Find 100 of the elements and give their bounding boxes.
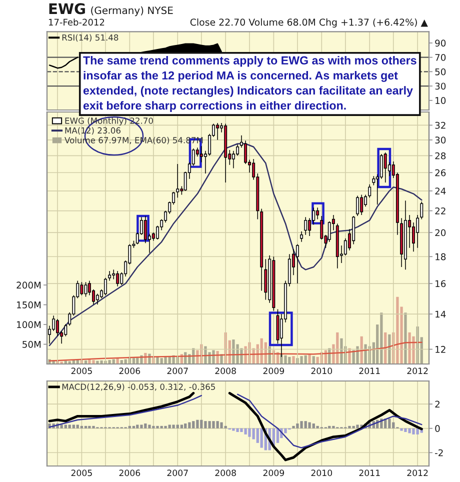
candlestick	[80, 282, 84, 296]
line-series	[48, 342, 422, 362]
bar	[132, 426, 136, 428]
bar	[60, 424, 63, 428]
bar	[92, 426, 95, 428]
candlestick	[176, 164, 180, 198]
bar	[88, 426, 91, 428]
text: Close 22.70 Volume 68.0M Chg +1.37 (+6.42%) ▲	[190, 18, 428, 28]
x-tick-label: 2007	[167, 368, 188, 374]
y-tick-label: 16	[436, 280, 446, 288]
y-tick-label: 14	[436, 310, 446, 318]
bar	[292, 426, 295, 428]
x-tick-label: 2008	[215, 368, 236, 374]
x-tick-label: 2006	[119, 368, 140, 374]
candlestick	[104, 278, 107, 296]
y-tick-label: 30	[435, 136, 446, 144]
y-tick-label: 30	[435, 82, 446, 90]
x-tick-label: 2012	[407, 368, 428, 374]
bar	[136, 424, 139, 428]
candlestick	[224, 123, 228, 183]
bar	[148, 424, 151, 428]
bar	[164, 426, 167, 428]
bar	[224, 426, 227, 428]
candlestick	[96, 293, 99, 305]
x-tick-label: 2009	[263, 368, 284, 374]
bar	[392, 422, 395, 428]
bar	[80, 426, 84, 428]
x-tick-label: 2005	[71, 470, 92, 476]
candlestick	[384, 152, 387, 183]
bar	[220, 422, 223, 428]
y2-tick-label: 200M	[16, 282, 41, 289]
bar	[412, 428, 415, 434]
bar	[260, 428, 263, 448]
x-tick-label: 2009	[263, 470, 284, 476]
bar	[64, 424, 67, 428]
bar	[168, 424, 171, 428]
bar	[232, 428, 235, 431]
bar	[216, 421, 219, 428]
candlestick	[84, 282, 88, 298]
x-tick-label: 2007	[167, 470, 188, 476]
annotation: The same trend comments apply to EWG as with mos others insofar as the 12 period MA is concerned. As markets get extended, (note rectangles) Indicators can facilitate an early exit before sharp corrections in either direction.	[83, 56, 416, 112]
candlestick	[368, 184, 372, 198]
line-series	[48, 143, 422, 346]
y-tick-label: 28	[435, 152, 446, 160]
bar	[176, 424, 179, 428]
candlestick	[260, 208, 264, 292]
text: 17-Feb-2012	[48, 18, 104, 26]
legend-label: MACD(12,26,9) -0.053, 0.312, -0.365	[62, 384, 215, 391]
bar	[328, 426, 331, 428]
bar	[76, 424, 79, 428]
bar	[356, 424, 359, 428]
bar	[300, 421, 303, 428]
x-tick-label: 2006	[119, 470, 140, 476]
y-tick-label: 32	[435, 122, 446, 129]
candlestick	[216, 122, 220, 140]
bar	[252, 428, 255, 440]
line-series	[48, 56, 78, 69]
x-tick-label: 2011	[359, 368, 380, 374]
y-tick-label: 0	[435, 425, 440, 432]
x-tick-label: 2008	[215, 470, 236, 476]
candlestick	[272, 256, 276, 312]
bar	[240, 428, 243, 432]
x-tick-label: 2005	[71, 368, 92, 374]
bar	[192, 421, 195, 428]
bar	[188, 422, 191, 428]
bar	[144, 424, 147, 428]
x-tick-label: 2011	[359, 470, 380, 476]
candlestick	[296, 244, 299, 284]
y-tick-label: -2	[435, 449, 443, 456]
y-tick-label: 24	[435, 188, 446, 194]
bar	[200, 420, 203, 428]
bar	[128, 426, 131, 428]
candlestick	[416, 214, 420, 248]
bar	[196, 420, 199, 428]
bar	[408, 428, 411, 434]
y-tick-label: 90	[435, 40, 446, 47]
candlestick	[304, 216, 308, 236]
bar	[404, 428, 407, 432]
y-tick-label: 18	[436, 253, 446, 260]
bar	[84, 426, 88, 428]
candlestick	[420, 201, 424, 220]
bar	[352, 426, 355, 428]
candlestick	[116, 270, 120, 287]
bar	[244, 428, 247, 434]
bar	[212, 421, 215, 428]
x-tick-label: 2010	[311, 470, 332, 476]
candlestick	[404, 200, 407, 270]
bar	[296, 424, 299, 428]
bar	[68, 424, 71, 428]
y-tick-label: 22	[435, 207, 446, 214]
bar	[156, 426, 159, 428]
bar	[180, 424, 184, 428]
bar	[248, 428, 251, 437]
chart-subtitle: (Germany) NYSE	[91, 6, 173, 16]
bar	[316, 426, 319, 428]
legend-label: RSI(14) 51.48	[62, 34, 118, 42]
y-tick-label: 12	[436, 346, 446, 353]
bar	[172, 424, 175, 428]
bar	[72, 424, 75, 428]
bar	[236, 428, 239, 432]
